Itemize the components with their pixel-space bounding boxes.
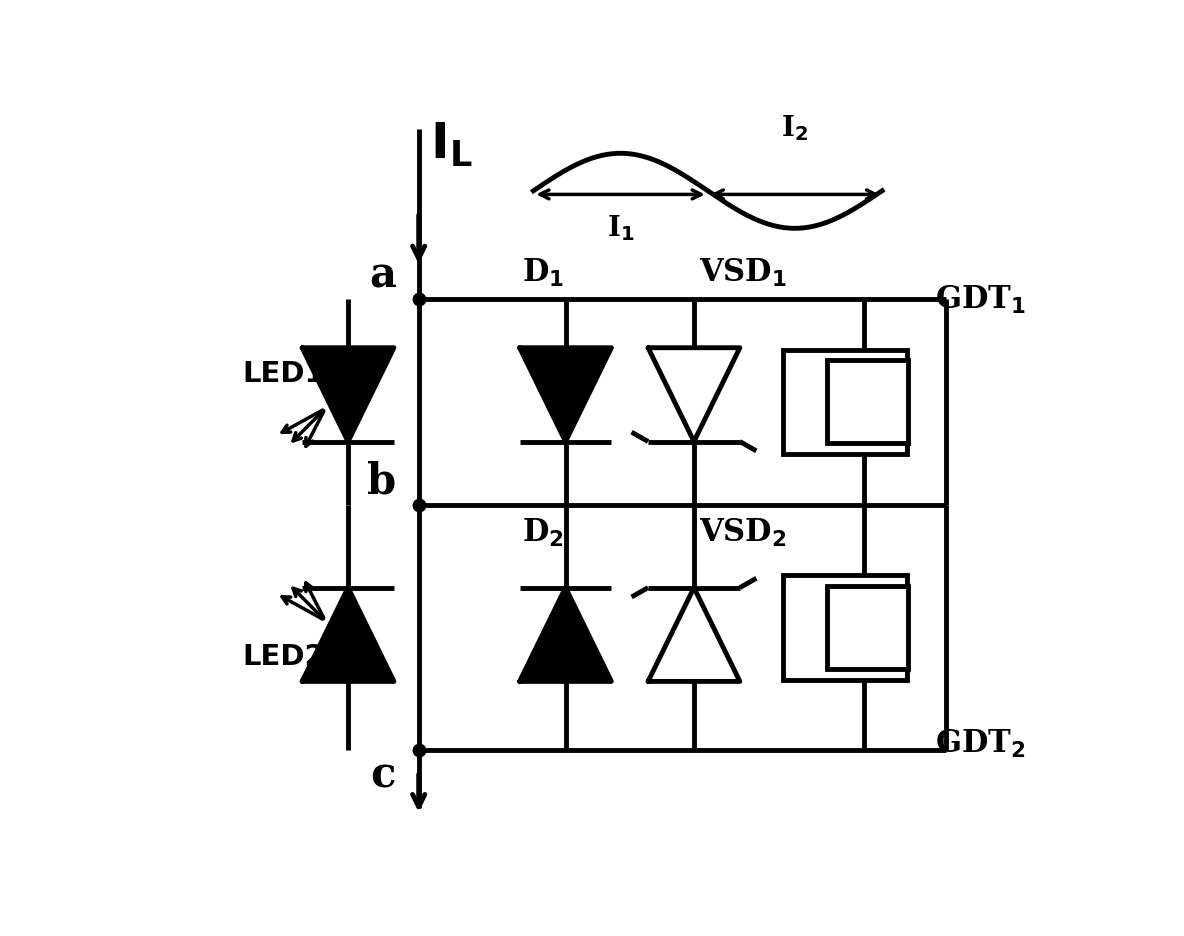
Polygon shape bbox=[520, 588, 611, 681]
Bar bbox=[783, 350, 907, 455]
Text: a: a bbox=[368, 255, 395, 296]
Text: GDT$_\mathbf{1}$: GDT$_\mathbf{1}$ bbox=[935, 284, 1027, 315]
Text: GDT$_\mathbf{2}$: GDT$_\mathbf{2}$ bbox=[935, 727, 1025, 759]
Text: LED1: LED1 bbox=[243, 359, 326, 388]
Text: I$_\mathbf{1}$: I$_\mathbf{1}$ bbox=[607, 213, 635, 243]
Text: I$_\mathbf{2}$: I$_\mathbf{2}$ bbox=[781, 113, 809, 143]
Text: VSD$_\mathbf{1}$: VSD$_\mathbf{1}$ bbox=[699, 256, 786, 289]
Text: D$_\mathbf{1}$: D$_\mathbf{1}$ bbox=[521, 256, 564, 289]
Polygon shape bbox=[520, 348, 611, 442]
Text: VSD$_\mathbf{2}$: VSD$_\mathbf{2}$ bbox=[699, 516, 786, 548]
Bar bbox=[828, 361, 908, 444]
Polygon shape bbox=[302, 588, 394, 681]
Text: $\mathbf{I_L}$: $\mathbf{I_L}$ bbox=[430, 121, 472, 169]
Polygon shape bbox=[302, 348, 394, 442]
Text: LED2: LED2 bbox=[243, 642, 326, 670]
Bar bbox=[828, 586, 908, 669]
Text: c: c bbox=[371, 753, 395, 796]
Bar bbox=[783, 576, 907, 680]
Text: b: b bbox=[367, 460, 395, 502]
Text: D$_\mathbf{2}$: D$_\mathbf{2}$ bbox=[522, 516, 564, 548]
